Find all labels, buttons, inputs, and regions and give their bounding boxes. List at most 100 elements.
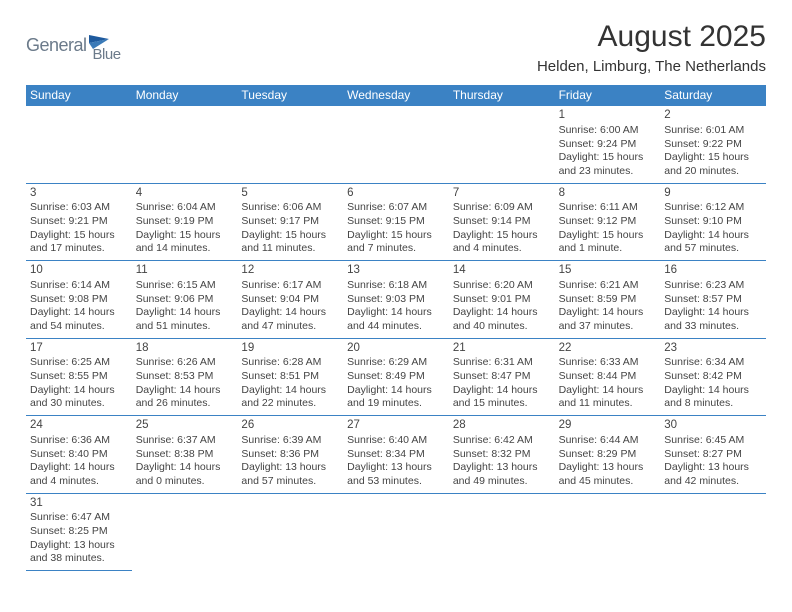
sunset-text: Sunset: 9:19 PM (136, 215, 234, 229)
sunset-text: Sunset: 9:03 PM (347, 293, 445, 307)
day-number: 14 (453, 263, 551, 278)
day-number: 21 (453, 341, 551, 356)
calendar-cell: 3Sunrise: 6:03 AMSunset: 9:21 PMDaylight… (26, 184, 132, 262)
calendar-cell: 22Sunrise: 6:33 AMSunset: 8:44 PMDayligh… (555, 339, 661, 417)
calendar-cell: 21Sunrise: 6:31 AMSunset: 8:47 PMDayligh… (449, 339, 555, 417)
day-number: 19 (241, 341, 339, 356)
day-header: Thursday (449, 85, 555, 106)
day-number: 9 (664, 186, 762, 201)
sunrise-text: Sunrise: 6:39 AM (241, 434, 339, 448)
sunset-text: Sunset: 9:12 PM (559, 215, 657, 229)
day-number: 23 (664, 341, 762, 356)
calendar-cell: 30Sunrise: 6:45 AMSunset: 8:27 PMDayligh… (660, 416, 766, 494)
sunrise-text: Sunrise: 6:25 AM (30, 356, 128, 370)
sunrise-text: Sunrise: 6:33 AM (559, 356, 657, 370)
day-number: 6 (347, 186, 445, 201)
day-header: Tuesday (237, 85, 343, 106)
daylight-text: Daylight: 15 hours and 17 minutes. (30, 229, 128, 256)
calendar-cell: 31Sunrise: 6:47 AMSunset: 8:25 PMDayligh… (26, 494, 132, 572)
day-number: 28 (453, 418, 551, 433)
daylight-text: Daylight: 14 hours and 19 minutes. (347, 384, 445, 411)
day-number: 16 (664, 263, 762, 278)
daylight-text: Daylight: 14 hours and 51 minutes. (136, 306, 234, 333)
daylight-text: Daylight: 15 hours and 1 minute. (559, 229, 657, 256)
calendar-cell: 9Sunrise: 6:12 AMSunset: 9:10 PMDaylight… (660, 184, 766, 262)
day-number: 24 (30, 418, 128, 433)
calendar-cell: 13Sunrise: 6:18 AMSunset: 9:03 PMDayligh… (343, 261, 449, 339)
sunrise-text: Sunrise: 6:44 AM (559, 434, 657, 448)
day-number: 3 (30, 186, 128, 201)
sunset-text: Sunset: 9:10 PM (664, 215, 762, 229)
sunset-text: Sunset: 8:29 PM (559, 448, 657, 462)
daylight-text: Daylight: 14 hours and 30 minutes. (30, 384, 128, 411)
calendar-cell: 29Sunrise: 6:44 AMSunset: 8:29 PMDayligh… (555, 416, 661, 494)
calendar-cell: 17Sunrise: 6:25 AMSunset: 8:55 PMDayligh… (26, 339, 132, 417)
calendar-cell (237, 494, 343, 572)
calendar-cell: 16Sunrise: 6:23 AMSunset: 8:57 PMDayligh… (660, 261, 766, 339)
day-header: Sunday (26, 85, 132, 106)
sunrise-text: Sunrise: 6:11 AM (559, 201, 657, 215)
sunset-text: Sunset: 8:44 PM (559, 370, 657, 384)
sunset-text: Sunset: 8:27 PM (664, 448, 762, 462)
sunrise-text: Sunrise: 6:37 AM (136, 434, 234, 448)
sunrise-text: Sunrise: 6:07 AM (347, 201, 445, 215)
sunrise-text: Sunrise: 6:01 AM (664, 124, 762, 138)
sunset-text: Sunset: 9:06 PM (136, 293, 234, 307)
calendar-cell: 15Sunrise: 6:21 AMSunset: 8:59 PMDayligh… (555, 261, 661, 339)
daylight-text: Daylight: 14 hours and 0 minutes. (136, 461, 234, 488)
calendar-cell (660, 494, 766, 572)
day-number: 8 (559, 186, 657, 201)
logo: General Blue (26, 28, 121, 63)
day-number: 18 (136, 341, 234, 356)
day-number: 4 (136, 186, 234, 201)
sunrise-text: Sunrise: 6:42 AM (453, 434, 551, 448)
day-number: 27 (347, 418, 445, 433)
daylight-text: Daylight: 14 hours and 47 minutes. (241, 306, 339, 333)
calendar-cell (237, 106, 343, 184)
calendar-cell (26, 106, 132, 184)
sunset-text: Sunset: 9:21 PM (30, 215, 128, 229)
sunrise-text: Sunrise: 6:26 AM (136, 356, 234, 370)
sunset-text: Sunset: 8:59 PM (559, 293, 657, 307)
daylight-text: Daylight: 14 hours and 11 minutes. (559, 384, 657, 411)
calendar-cell: 26Sunrise: 6:39 AMSunset: 8:36 PMDayligh… (237, 416, 343, 494)
sunrise-text: Sunrise: 6:18 AM (347, 279, 445, 293)
day-number: 30 (664, 418, 762, 433)
day-number: 17 (30, 341, 128, 356)
sunrise-text: Sunrise: 6:45 AM (664, 434, 762, 448)
calendar-cell (343, 106, 449, 184)
sunset-text: Sunset: 9:01 PM (453, 293, 551, 307)
flag-icon (89, 35, 111, 51)
sunset-text: Sunset: 9:22 PM (664, 138, 762, 152)
calendar-cell: 4Sunrise: 6:04 AMSunset: 9:19 PMDaylight… (132, 184, 238, 262)
sunrise-text: Sunrise: 6:29 AM (347, 356, 445, 370)
sunset-text: Sunset: 8:53 PM (136, 370, 234, 384)
day-header: Friday (555, 85, 661, 106)
sunset-text: Sunset: 8:38 PM (136, 448, 234, 462)
calendar-cell: 23Sunrise: 6:34 AMSunset: 8:42 PMDayligh… (660, 339, 766, 417)
sunset-text: Sunset: 8:55 PM (30, 370, 128, 384)
calendar-cell: 18Sunrise: 6:26 AMSunset: 8:53 PMDayligh… (132, 339, 238, 417)
sunrise-text: Sunrise: 6:23 AM (664, 279, 762, 293)
sunset-text: Sunset: 8:25 PM (30, 525, 128, 539)
sunset-text: Sunset: 8:32 PM (453, 448, 551, 462)
calendar-cell: 11Sunrise: 6:15 AMSunset: 9:06 PMDayligh… (132, 261, 238, 339)
calendar-cell: 27Sunrise: 6:40 AMSunset: 8:34 PMDayligh… (343, 416, 449, 494)
calendar-cell: 12Sunrise: 6:17 AMSunset: 9:04 PMDayligh… (237, 261, 343, 339)
daylight-text: Daylight: 15 hours and 4 minutes. (453, 229, 551, 256)
calendar-cell: 20Sunrise: 6:29 AMSunset: 8:49 PMDayligh… (343, 339, 449, 417)
calendar-cell: 14Sunrise: 6:20 AMSunset: 9:01 PMDayligh… (449, 261, 555, 339)
logo-text-general: General (26, 35, 87, 56)
daylight-text: Daylight: 14 hours and 44 minutes. (347, 306, 445, 333)
title-block: August 2025 Helden, Limburg, The Netherl… (537, 20, 766, 81)
daylight-text: Daylight: 15 hours and 20 minutes. (664, 151, 762, 178)
day-number: 7 (453, 186, 551, 201)
day-header: Monday (132, 85, 238, 106)
daylight-text: Daylight: 13 hours and 38 minutes. (30, 539, 128, 566)
calendar-cell: 24Sunrise: 6:36 AMSunset: 8:40 PMDayligh… (26, 416, 132, 494)
sunset-text: Sunset: 8:47 PM (453, 370, 551, 384)
sunset-text: Sunset: 9:15 PM (347, 215, 445, 229)
calendar-cell: 25Sunrise: 6:37 AMSunset: 8:38 PMDayligh… (132, 416, 238, 494)
sunset-text: Sunset: 9:24 PM (559, 138, 657, 152)
day-number: 22 (559, 341, 657, 356)
